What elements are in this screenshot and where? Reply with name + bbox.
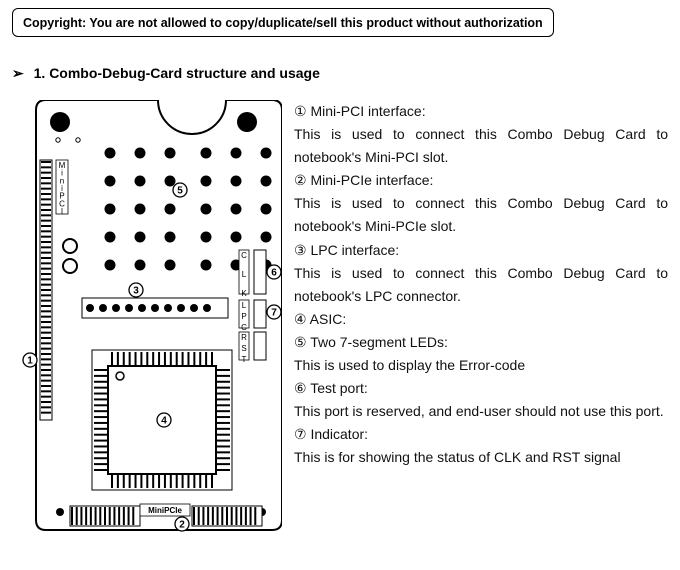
- svg-text:2: 2: [179, 520, 185, 531]
- item-title: ① Mini-PCI interface:: [294, 100, 668, 123]
- copyright-text: Copyright: You are not allowed to copy/d…: [23, 16, 543, 30]
- svg-text:L: L: [242, 270, 247, 279]
- item-body: This is used to display the Error-code: [294, 354, 668, 377]
- svg-text:7: 7: [271, 308, 277, 319]
- svg-text:4: 4: [161, 416, 167, 427]
- svg-text:C: C: [241, 251, 247, 260]
- item-body: This port is reserved, and end-user shou…: [294, 400, 668, 423]
- svg-text:P: P: [241, 312, 246, 321]
- arrow-icon: ➢: [12, 65, 24, 82]
- svg-text:K: K: [241, 289, 247, 298]
- item-title: ⑤ Two 7-segment LEDs:: [294, 331, 668, 354]
- svg-text:6: 6: [271, 268, 277, 279]
- svg-text:L: L: [242, 301, 247, 310]
- content-row: CLKLPCRSTMiniPCIMiniPCIe1234567 ① Mini-P…: [12, 100, 668, 540]
- copyright-banner: Copyright: You are not allowed to copy/d…: [12, 8, 554, 37]
- item-title: ③ LPC interface:: [294, 239, 668, 262]
- item-body: This is used to connect this Combo Debug…: [294, 192, 668, 238]
- svg-text:1: 1: [27, 356, 33, 367]
- board-diagram: CLKLPCRSTMiniPCIMiniPCIe1234567: [12, 100, 282, 540]
- svg-text:MiniPCIe: MiniPCIe: [148, 506, 182, 515]
- svg-text:T: T: [242, 355, 247, 364]
- svg-text:S: S: [241, 344, 246, 353]
- item-body: This is for showing the status of CLK an…: [294, 446, 668, 469]
- section-heading: ➢ 1. Combo-Debug-Card structure and usag…: [12, 65, 668, 82]
- svg-text:5: 5: [177, 186, 183, 197]
- item-title: ⑦ Indicator:: [294, 423, 668, 446]
- heading-text: 1. Combo-Debug-Card structure and usage: [34, 65, 320, 81]
- svg-text:3: 3: [133, 286, 139, 297]
- description-list: ① Mini-PCI interface:This is used to con…: [294, 100, 668, 470]
- item-body: This is used to connect this Combo Debug…: [294, 262, 668, 308]
- svg-text:C: C: [241, 323, 247, 332]
- svg-text:R: R: [241, 333, 247, 342]
- item-body: This is used to connect this Combo Debug…: [294, 123, 668, 169]
- svg-text:I: I: [61, 207, 63, 216]
- item-title: ② Mini-PCIe interface:: [294, 169, 668, 192]
- item-title: ④ ASIC:: [294, 308, 668, 331]
- item-title: ⑥ Test port:: [294, 377, 668, 400]
